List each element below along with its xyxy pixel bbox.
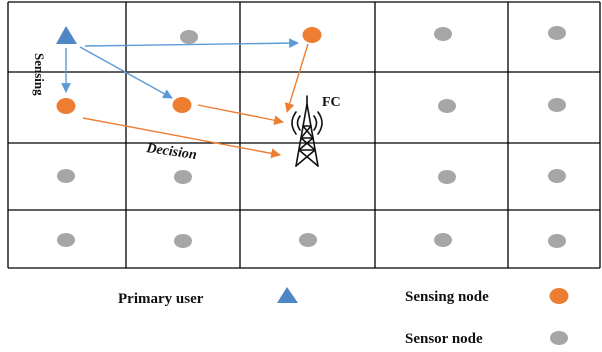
report-arrow-top-node-orange bbox=[284, 43, 309, 113]
legend: Primary user Sensing node Sensor node bbox=[118, 287, 569, 347]
legend-primary-user-label: Primary user bbox=[118, 291, 204, 307]
sensor-node-icon bbox=[434, 233, 452, 247]
legend-sensor-node-icon bbox=[550, 331, 568, 345]
grid bbox=[7, 1, 601, 269]
sensor-node-icon bbox=[299, 233, 317, 247]
sensor-node-icon bbox=[57, 233, 75, 247]
sensor-node-icon bbox=[438, 99, 456, 113]
sensor-nodes bbox=[57, 26, 566, 248]
sensing-arrow-to-fc-blue bbox=[84, 38, 299, 49]
legend-sensing-node-label: Sensing node bbox=[405, 289, 489, 305]
arrows bbox=[61, 38, 309, 159]
legend-primary-user-triangle-icon bbox=[277, 287, 298, 303]
sensor-node-icon bbox=[434, 27, 452, 41]
fc-label: FC bbox=[322, 95, 341, 110]
sensing-arrow-diag-blue bbox=[79, 46, 173, 99]
sensing-node-icon bbox=[302, 27, 322, 43]
sensor-node-icon bbox=[174, 170, 192, 184]
legend-sensing-node-icon bbox=[549, 288, 569, 304]
sensor-node-icon bbox=[438, 170, 456, 184]
sensor-node-icon bbox=[548, 26, 566, 40]
sensing-node-icon bbox=[56, 98, 76, 114]
sensing-nodes bbox=[56, 27, 322, 114]
sensor-node-icon bbox=[548, 98, 566, 112]
sensor-node-icon bbox=[180, 30, 198, 44]
primary-user-triangle-icon bbox=[56, 26, 77, 44]
sensor-node-icon bbox=[174, 234, 192, 248]
sensor-node-icon bbox=[548, 234, 566, 248]
sensor-node-icon bbox=[57, 169, 75, 183]
transmission-tower-icon bbox=[291, 95, 323, 167]
report-arrow-left-node-orange bbox=[82, 117, 281, 159]
sensing-node-icon bbox=[172, 97, 192, 113]
decision-label: Decision bbox=[144, 141, 197, 163]
report-arrow-mid-node-orange bbox=[197, 104, 284, 126]
sensing-label: Sensing bbox=[32, 53, 47, 96]
legend-sensor-node-label: Sensor node bbox=[405, 331, 483, 347]
sensor-node-icon bbox=[548, 169, 566, 183]
